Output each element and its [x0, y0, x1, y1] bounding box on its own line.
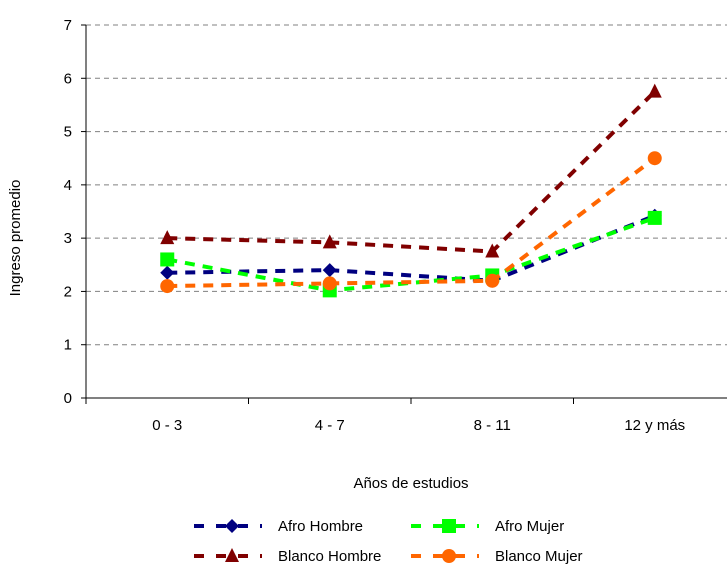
circle-marker — [647, 151, 662, 166]
legend-label: Afro Mujer — [495, 518, 564, 535]
circle-marker — [442, 549, 456, 563]
legend-label: Blanco Mujer — [495, 548, 583, 565]
legend-label: Blanco Hombre — [278, 548, 381, 565]
y-tick-label: 7 — [64, 17, 72, 34]
diamond-marker — [225, 519, 239, 533]
series-line — [166, 216, 656, 293]
triangle-marker — [160, 230, 175, 245]
circle-marker — [160, 279, 175, 294]
square-marker — [647, 210, 662, 225]
triangle-marker — [647, 83, 662, 98]
x-tick-label: 4 - 7 — [315, 417, 345, 434]
x-tick-label: 0 - 3 — [152, 417, 182, 434]
x-tick-labels: 0 - 3 4 - 7 8 - 11 12 y más — [152, 417, 685, 434]
y-tick-label: 6 — [64, 70, 72, 87]
series-afro-hombre — [160, 208, 662, 288]
y-axis-label: Ingreso promedio — [7, 180, 24, 297]
diamond-marker — [160, 265, 175, 280]
y-tick-label: 2 — [64, 283, 72, 300]
circle-marker — [322, 276, 337, 291]
legend-label: Afro Hombre — [278, 518, 363, 535]
axes — [81, 24, 727, 404]
series-line — [167, 213, 656, 283]
y-tick-label: 3 — [64, 230, 72, 247]
legend-item: Afro Hombre — [194, 518, 363, 535]
series-line — [167, 156, 656, 289]
grid-lines — [86, 24, 727, 346]
series-blanco-mujer — [160, 151, 662, 294]
x-axis-label: Años de estudios — [353, 475, 468, 492]
x-tick-label: 8 - 11 — [474, 417, 511, 434]
legend-item: Afro Mujer — [411, 518, 564, 535]
series-line — [167, 90, 657, 254]
series-group — [160, 83, 662, 298]
series-blanco-hombre — [160, 83, 662, 258]
square-marker — [160, 252, 175, 267]
triangle-marker — [322, 234, 337, 249]
diamond-marker — [322, 263, 337, 278]
square-marker — [442, 519, 456, 533]
legend-item: Blanco Hombre — [194, 548, 381, 565]
y-tick-label: 4 — [64, 177, 72, 194]
x-tick-label: 12 y más — [624, 417, 685, 434]
triangle-marker — [225, 548, 239, 562]
series-afro-mujer — [160, 210, 662, 298]
legend: Afro Hombre Afro Mujer Blanco Hombre Blanco… — [194, 518, 583, 565]
y-tick-label: 1 — [64, 337, 72, 354]
legend-item: Blanco Mujer — [411, 548, 583, 565]
y-tick-label: 5 — [64, 124, 72, 141]
y-tick-labels: 0 1 2 3 4 5 6 7 — [64, 17, 72, 407]
circle-marker — [485, 273, 500, 288]
triangle-marker — [485, 243, 500, 258]
y-tick-label: 0 — [64, 390, 72, 407]
